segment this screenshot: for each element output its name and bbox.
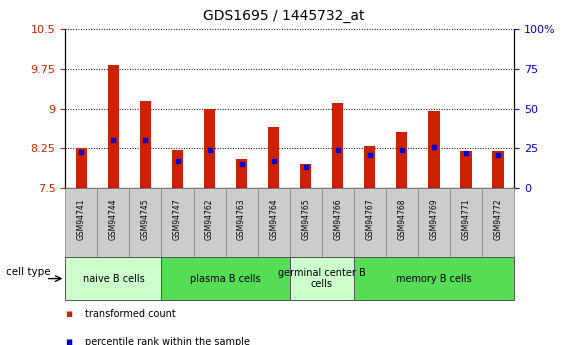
Bar xyxy=(332,104,344,188)
Text: GSM94766: GSM94766 xyxy=(333,198,343,240)
Text: cell type: cell type xyxy=(6,267,51,277)
Text: naive B cells: naive B cells xyxy=(82,274,144,284)
Text: memory B cells: memory B cells xyxy=(396,274,471,284)
Text: GSM94747: GSM94747 xyxy=(173,198,182,240)
Text: GSM94771: GSM94771 xyxy=(461,198,470,240)
Bar xyxy=(492,151,504,188)
Text: GSM94768: GSM94768 xyxy=(398,198,406,240)
Text: percentile rank within the sample: percentile rank within the sample xyxy=(85,337,250,345)
Text: GSM94767: GSM94767 xyxy=(365,198,374,240)
Bar xyxy=(460,151,471,188)
Text: GSM94764: GSM94764 xyxy=(269,198,278,240)
Text: plasma B cells: plasma B cells xyxy=(190,274,261,284)
Bar xyxy=(236,159,247,188)
Text: GSM94744: GSM94744 xyxy=(109,198,118,240)
Bar xyxy=(364,146,375,188)
Text: ◾: ◾ xyxy=(65,309,73,319)
Bar xyxy=(140,101,151,188)
Text: GDS1695 / 1445732_at: GDS1695 / 1445732_at xyxy=(203,9,365,23)
Text: GSM94741: GSM94741 xyxy=(77,198,86,240)
Text: GSM94765: GSM94765 xyxy=(301,198,310,240)
Bar xyxy=(268,127,279,188)
Text: GSM94769: GSM94769 xyxy=(429,198,438,240)
Bar xyxy=(428,111,440,188)
Bar xyxy=(300,164,311,188)
Text: GSM94745: GSM94745 xyxy=(141,198,150,240)
Text: transformed count: transformed count xyxy=(85,309,176,319)
Text: ◾: ◾ xyxy=(65,337,73,345)
Text: germinal center B
cells: germinal center B cells xyxy=(278,268,366,289)
Bar xyxy=(172,150,183,188)
Bar xyxy=(108,65,119,188)
Text: GSM94763: GSM94763 xyxy=(237,198,246,240)
Bar xyxy=(396,132,407,188)
Text: GSM94762: GSM94762 xyxy=(205,198,214,240)
Text: GSM94772: GSM94772 xyxy=(494,198,503,240)
Bar xyxy=(76,148,87,188)
Bar xyxy=(204,109,215,188)
